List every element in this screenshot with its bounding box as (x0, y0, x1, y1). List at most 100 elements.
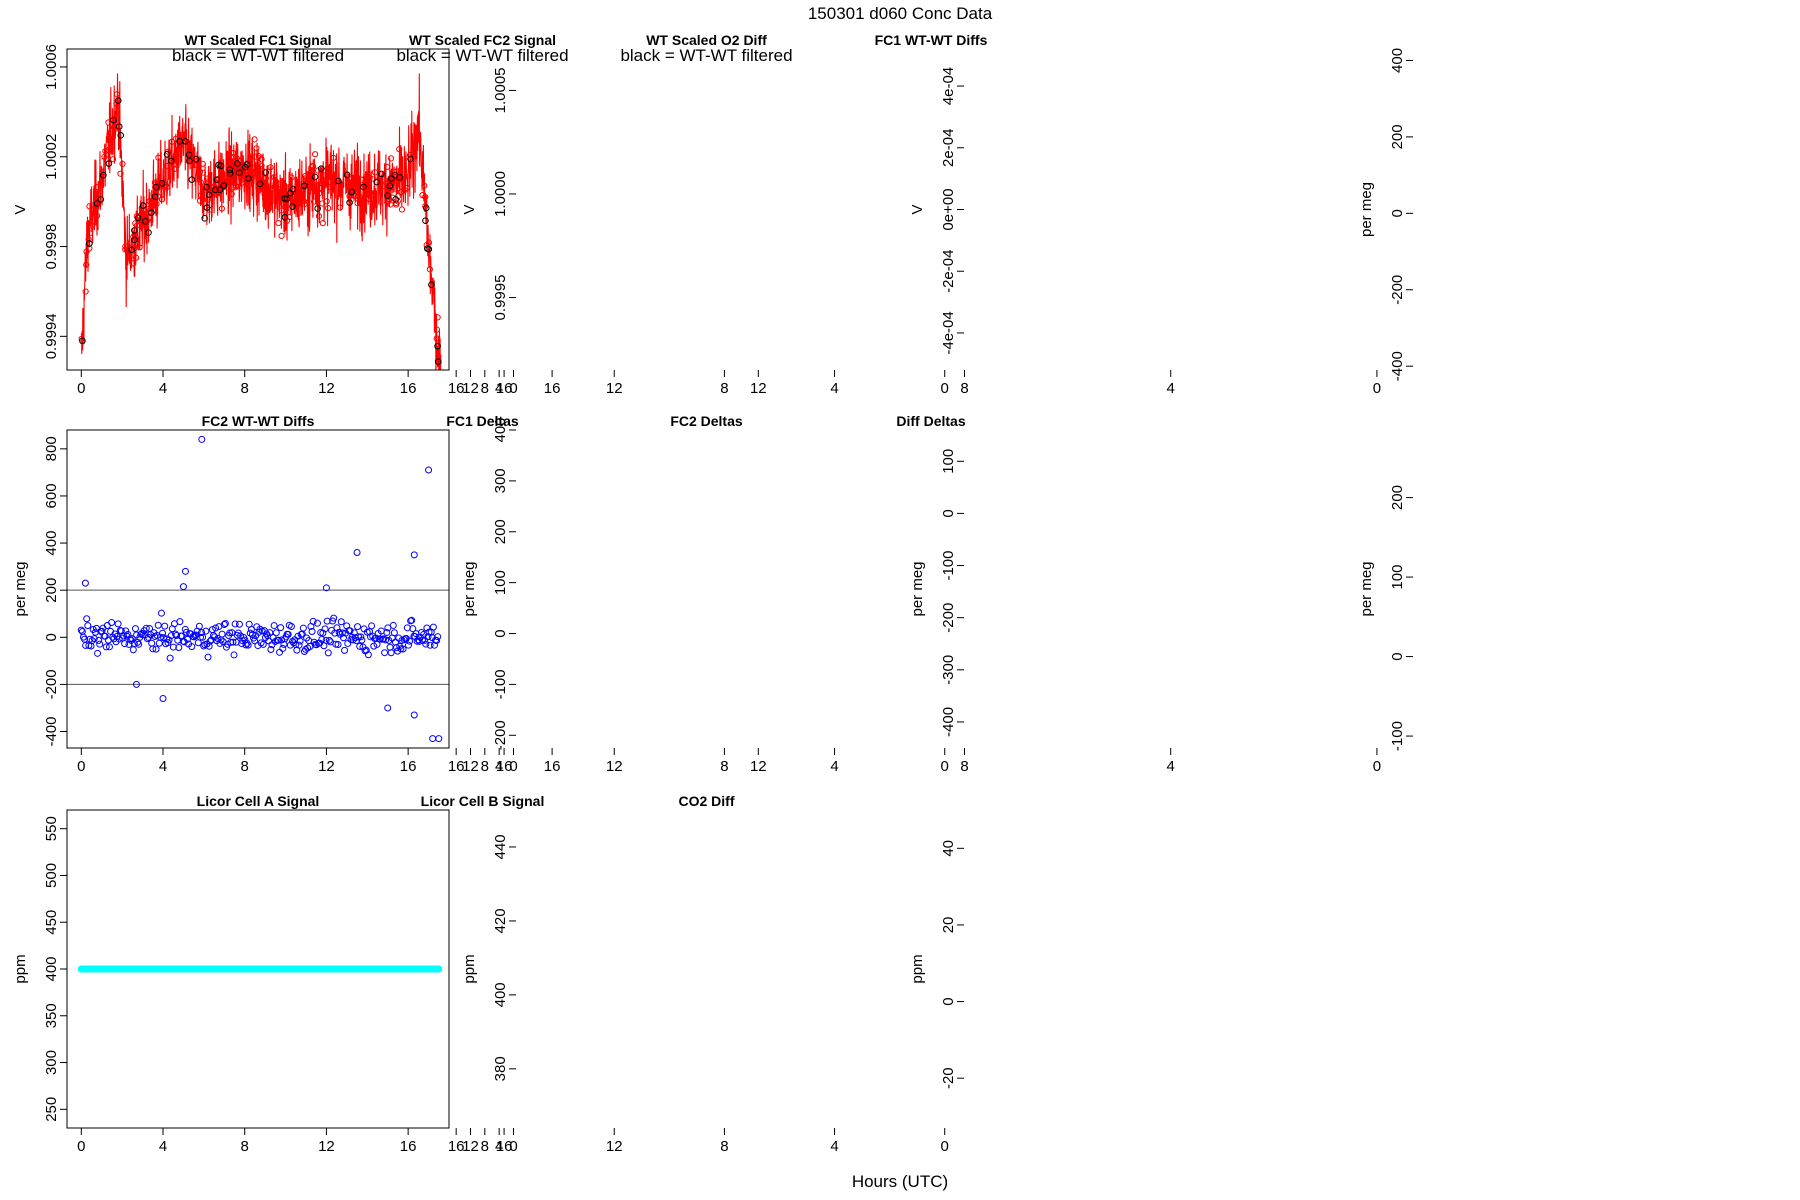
data-point (749, 629, 755, 635)
data-point (892, 626, 898, 632)
data-point (475, 524, 481, 530)
data-point (487, 130, 492, 135)
data-point (1230, 482, 1236, 488)
data-point (1181, 477, 1187, 483)
data-point (599, 659, 605, 665)
data-point (501, 1031, 507, 1037)
data-point (452, 497, 458, 503)
data-point (1022, 477, 1028, 483)
x-tick-label: 12 (318, 1138, 335, 1155)
data-point (563, 630, 569, 636)
data-point (666, 276, 672, 282)
data-point (459, 626, 465, 632)
data-point (898, 629, 904, 635)
data-point (719, 479, 725, 485)
data-point (850, 277, 856, 283)
data-point (600, 617, 606, 623)
data-point (985, 475, 991, 481)
data-point (1043, 481, 1049, 487)
plot-area-fc2-wtwt (67, 436, 449, 741)
data-point (479, 144, 484, 149)
data-point (1177, 476, 1183, 482)
data-point (460, 626, 466, 632)
data-point (457, 631, 463, 637)
data-point (912, 629, 918, 635)
data-point (1002, 474, 1008, 480)
data-point (484, 526, 490, 532)
data-point (1072, 486, 1078, 492)
data-point (467, 253, 473, 259)
data-point (467, 183, 472, 188)
data-point (469, 174, 474, 179)
data-point (471, 514, 477, 520)
data-point (471, 148, 476, 153)
data-point (772, 622, 778, 628)
data-point (722, 609, 728, 615)
data-point (567, 629, 573, 635)
data-point (623, 659, 629, 665)
data-point (1295, 481, 1301, 487)
data-point (536, 504, 542, 510)
data-point (500, 1031, 506, 1037)
data-point (489, 1030, 495, 1036)
data-point (510, 1031, 516, 1037)
data-point (789, 262, 795, 268)
data-point (280, 645, 286, 651)
data-point (460, 430, 466, 436)
data-point (455, 600, 461, 606)
data-point (843, 277, 849, 283)
data-point (888, 619, 894, 625)
data-point (794, 481, 800, 487)
filtered-point (464, 176, 470, 182)
data-point (666, 183, 672, 189)
data-point (711, 482, 717, 488)
data-point (480, 613, 486, 619)
data-point (707, 212, 713, 218)
data-point (605, 626, 611, 632)
data-point (682, 216, 688, 222)
data-point (913, 624, 919, 630)
data-point (502, 1032, 508, 1038)
data-point (483, 531, 489, 537)
data-point (622, 623, 628, 629)
data-point (655, 617, 661, 623)
data-point (1056, 477, 1062, 483)
data-point (482, 629, 488, 635)
filtered-point (494, 138, 500, 144)
data-point (649, 199, 655, 205)
data-point (300, 625, 306, 631)
data-point (1009, 476, 1015, 482)
data-point (462, 532, 468, 538)
data-point (500, 1031, 506, 1037)
data-point (572, 657, 578, 663)
data-point (507, 1031, 513, 1037)
data-point (521, 493, 527, 499)
data-point (473, 529, 479, 535)
data-point (651, 271, 657, 277)
data-point (484, 543, 490, 549)
data-point (526, 501, 532, 507)
data-point (1158, 216, 1164, 222)
data-point (941, 531, 947, 537)
data-point (508, 522, 514, 528)
data-point (494, 1031, 500, 1037)
data-point (749, 618, 755, 624)
data-point (551, 479, 557, 485)
data-point (714, 477, 720, 483)
data-point (502, 1031, 508, 1037)
data-point (1215, 480, 1221, 486)
data-point (727, 631, 733, 637)
data-point (505, 1031, 511, 1037)
data-point (598, 673, 604, 679)
data-point (509, 1031, 515, 1037)
data-point (629, 625, 635, 631)
data-point (505, 154, 510, 159)
data-point (917, 633, 923, 639)
data-point (1362, 476, 1368, 482)
data-point (827, 619, 833, 625)
data-point (477, 545, 483, 551)
data-point (461, 627, 467, 633)
data-point (449, 281, 454, 286)
data-point (849, 212, 855, 218)
